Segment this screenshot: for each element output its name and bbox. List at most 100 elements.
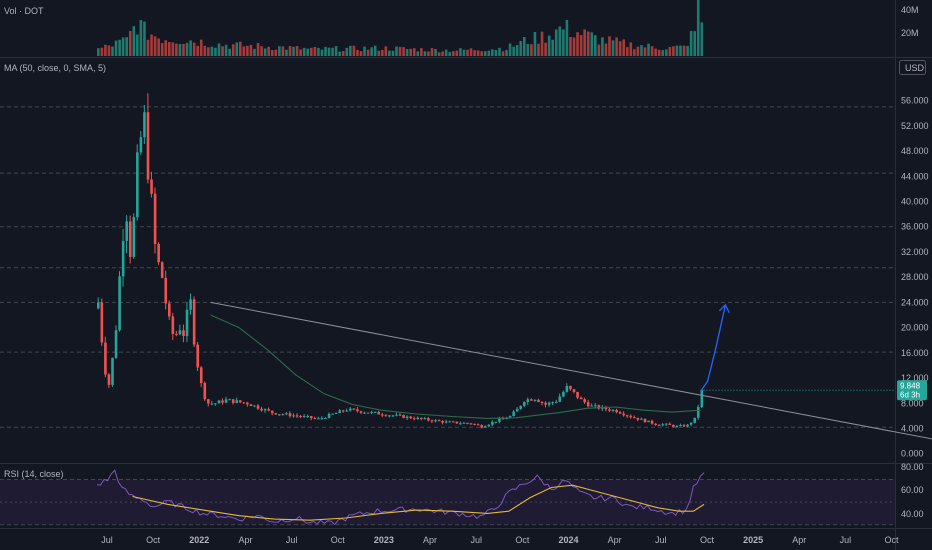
volume-bar: [171, 42, 175, 56]
candle-body: [562, 391, 565, 397]
candle-body: [331, 413, 334, 415]
time-tick-label: Oct: [515, 535, 530, 545]
candle-body: [97, 302, 100, 309]
candle: [455, 421, 459, 424]
candle: [476, 423, 480, 426]
candle-body: [334, 413, 338, 415]
volume-bar: [295, 46, 299, 56]
volume-bar: [590, 32, 594, 56]
volume-bar: [263, 48, 267, 56]
candle: [416, 416, 420, 420]
price-tick-label: 48.000: [901, 146, 929, 156]
candle: [128, 215, 132, 264]
candle: [143, 105, 146, 144]
candle-body: [395, 414, 398, 416]
candle-body: [175, 333, 178, 335]
candle: [448, 420, 452, 423]
candle-body: [608, 409, 611, 411]
volume-bar: [452, 51, 455, 56]
rsi-pane-title[interactable]: RSI (14, close): [4, 469, 64, 479]
candle: [473, 423, 476, 426]
candle-body: [214, 403, 217, 405]
volume-bar: [402, 47, 405, 56]
price-tick-label: 36.000: [901, 222, 929, 232]
volume-bar: [622, 39, 625, 56]
candle-body: [452, 421, 455, 423]
volume-bar: [317, 47, 320, 56]
volume-bar: [196, 45, 199, 56]
candle-body: [412, 418, 416, 420]
volume-bar: [207, 47, 210, 56]
price-tick-label: 8.000: [901, 398, 924, 408]
volume-bar: [466, 49, 469, 56]
volume-bar: [139, 20, 143, 56]
candle-body: [661, 424, 665, 426]
volume-bar: [299, 49, 302, 56]
candle-body: [160, 262, 164, 278]
candle-body: [508, 416, 512, 419]
candle: [253, 405, 256, 408]
candle: [700, 389, 704, 409]
candle-body: [597, 405, 601, 409]
candle: [114, 325, 118, 359]
volume-bar: [231, 44, 235, 56]
volume-bar: [501, 51, 505, 56]
volume-bar: [544, 42, 547, 56]
volume-bar: [267, 46, 270, 56]
candle: [679, 423, 682, 427]
candle-body: [345, 410, 349, 412]
candle-body: [288, 413, 292, 417]
candle: [565, 383, 569, 393]
time-tick-label: Oct: [331, 535, 346, 545]
candle-body: [689, 422, 693, 425]
candle: [384, 414, 388, 417]
candle: [356, 406, 359, 413]
volume-bar: [366, 49, 370, 56]
volume-bar: [455, 50, 459, 56]
volume-bar: [444, 49, 448, 56]
volume-tick-40m: 40M: [901, 5, 919, 15]
candle: [306, 414, 310, 418]
candle-body: [132, 217, 136, 257]
volume-bar: [249, 44, 253, 56]
volume-bar: [97, 48, 100, 56]
candle: [345, 408, 349, 412]
volume-bar: [416, 51, 420, 56]
candle-body: [615, 409, 618, 413]
volume-bar: [604, 43, 608, 56]
volume-pane: [97, 0, 704, 57]
volume-bar: [629, 42, 633, 56]
candle-body: [324, 417, 327, 419]
price-pane-title[interactable]: MA (50, close, 0, SMA, 5): [4, 63, 106, 73]
time-tick-label: Oct: [146, 535, 161, 545]
candle: [160, 261, 164, 279]
volume-pane-title[interactable]: Vol · DOT: [4, 6, 44, 16]
candle: [636, 417, 640, 422]
current-price-countdown: 6d 3h: [900, 390, 920, 399]
volume-bar: [661, 50, 665, 56]
price-pane[interactable]: [97, 93, 932, 446]
candle: [118, 271, 121, 332]
currency-button[interactable]: USD: [899, 60, 926, 75]
candle: [682, 423, 686, 427]
candle: [239, 400, 242, 404]
candle: [480, 424, 483, 429]
candle: [231, 399, 235, 405]
candle: [171, 312, 175, 340]
candle-body: [441, 420, 444, 423]
candle: [547, 401, 551, 407]
candle: [519, 405, 523, 410]
rsi-line: [96, 469, 705, 526]
candle: [494, 421, 498, 424]
candle-body: [657, 424, 661, 426]
candle-body: [501, 418, 505, 420]
candle-body: [114, 330, 118, 358]
candle: [562, 390, 565, 398]
volume-bar: [125, 37, 128, 56]
volume-bar: [572, 37, 576, 56]
volume-bar: [441, 51, 444, 56]
volume-bar: [203, 45, 207, 56]
volume-bar: [427, 51, 430, 56]
candle: [590, 403, 594, 407]
